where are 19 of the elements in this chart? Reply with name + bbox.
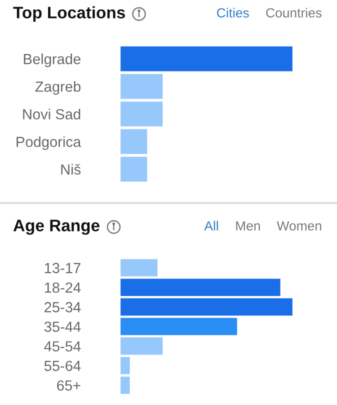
y-tick-label: Novi Sad (23, 108, 80, 120)
y-tick-label: Belgrade (24, 54, 80, 68)
y-tick-label: Podgorica (16, 136, 82, 150)
text: Countries (266, 8, 322, 18)
y-tick-label: Niš (61, 164, 81, 175)
y-tick-label: 35-44 (44, 322, 81, 332)
y-tick-label: 65+ (57, 380, 80, 391)
text: Women (276, 221, 322, 231)
text: All (204, 220, 218, 230)
y-tick-label: 13-17 (44, 262, 80, 274)
y-tick-label: Zagreb (35, 81, 81, 95)
text: Cities (217, 8, 249, 18)
chart-title: Age Range (13, 220, 100, 235)
y-tick-label: 55-64 (44, 360, 81, 372)
y-tick-label: 45-54 (44, 341, 81, 352)
y-tick-label: 18-24 (44, 282, 81, 293)
chart-title: Top Locations (13, 6, 125, 22)
y-tick-label: 25-34 (44, 302, 81, 312)
text: Men (236, 221, 260, 231)
